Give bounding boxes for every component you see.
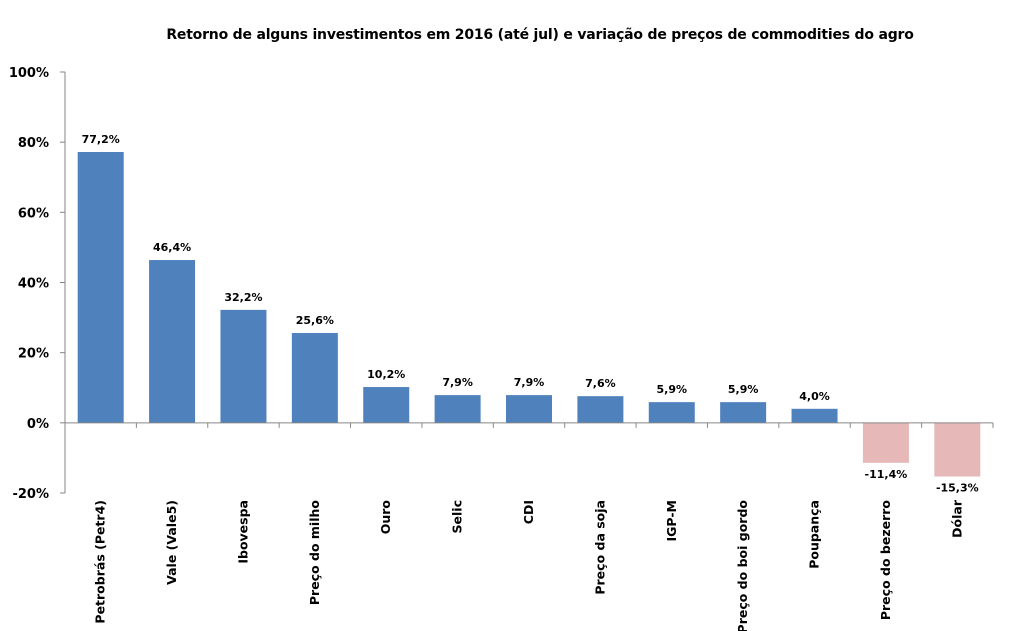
category-label: Ibovespa (235, 500, 250, 564)
y-tick-label: -20% (12, 487, 49, 502)
bar (791, 408, 838, 423)
data-label: 5,9% (657, 383, 688, 396)
category-label: Preço do boi gordo (735, 500, 750, 631)
bar (934, 422, 981, 477)
category-label: Selic (450, 500, 465, 533)
category-label: CDI (521, 500, 536, 524)
data-label: 10,2% (367, 368, 405, 381)
bar (149, 260, 196, 423)
y-tick-label: 80% (18, 136, 49, 151)
data-label: -11,4% (865, 468, 908, 481)
data-label: 25,6% (296, 314, 334, 327)
category-label: Vale (Vale5) (164, 500, 179, 585)
data-labels: 77,2% 46,4% 32,2% 25,6% 10,2% 7,9% 7,9% 7,6% 5,9… (82, 133, 979, 495)
bar (220, 309, 267, 423)
data-label: 5,9% (728, 383, 759, 396)
y-tick-label: 40% (18, 277, 49, 292)
bar (434, 395, 481, 423)
bar (720, 402, 767, 423)
bar (291, 333, 338, 423)
category-label: Petrobrás (Petr4) (93, 500, 108, 624)
category-label: Dólar (949, 499, 964, 538)
y-tick-label: 100% (9, 66, 49, 81)
data-label: -15,3% (936, 482, 979, 495)
y-tick-label: 60% (18, 206, 49, 221)
bar (506, 395, 552, 423)
y-axis: -20% 0% 20% 40% 60% 80% 100% (9, 66, 66, 502)
chart-title: Retorno de alguns investimentos em 2016 … (166, 27, 914, 43)
bar (648, 402, 695, 423)
data-label: 32,2% (224, 291, 262, 304)
y-tick-label: 0% (27, 417, 49, 432)
bars (77, 151, 981, 477)
category-label: Preço do bezerro (878, 500, 893, 621)
data-label: 7,9% (514, 376, 545, 389)
category-label: Poupança (807, 500, 822, 569)
bar (862, 422, 909, 463)
category-label: Ouro (378, 500, 393, 535)
category-label: Preço do milho (307, 500, 322, 606)
bar (363, 387, 410, 423)
data-label: 77,2% (82, 133, 120, 146)
bar (77, 151, 124, 423)
bar (577, 396, 624, 423)
data-label: 7,6% (585, 377, 616, 390)
data-label: 4,0% (799, 390, 830, 403)
category-labels: Petrobrás (Petr4) Vale (Vale5) Ibovespa Pre… (93, 499, 965, 631)
data-label: 46,4% (153, 241, 191, 254)
category-label: Preço da soja (592, 500, 607, 595)
y-tick-label: 20% (18, 347, 49, 362)
data-label: 7,9% (442, 376, 473, 389)
category-label: IGP-M (664, 500, 679, 541)
x-axis (64, 422, 994, 428)
